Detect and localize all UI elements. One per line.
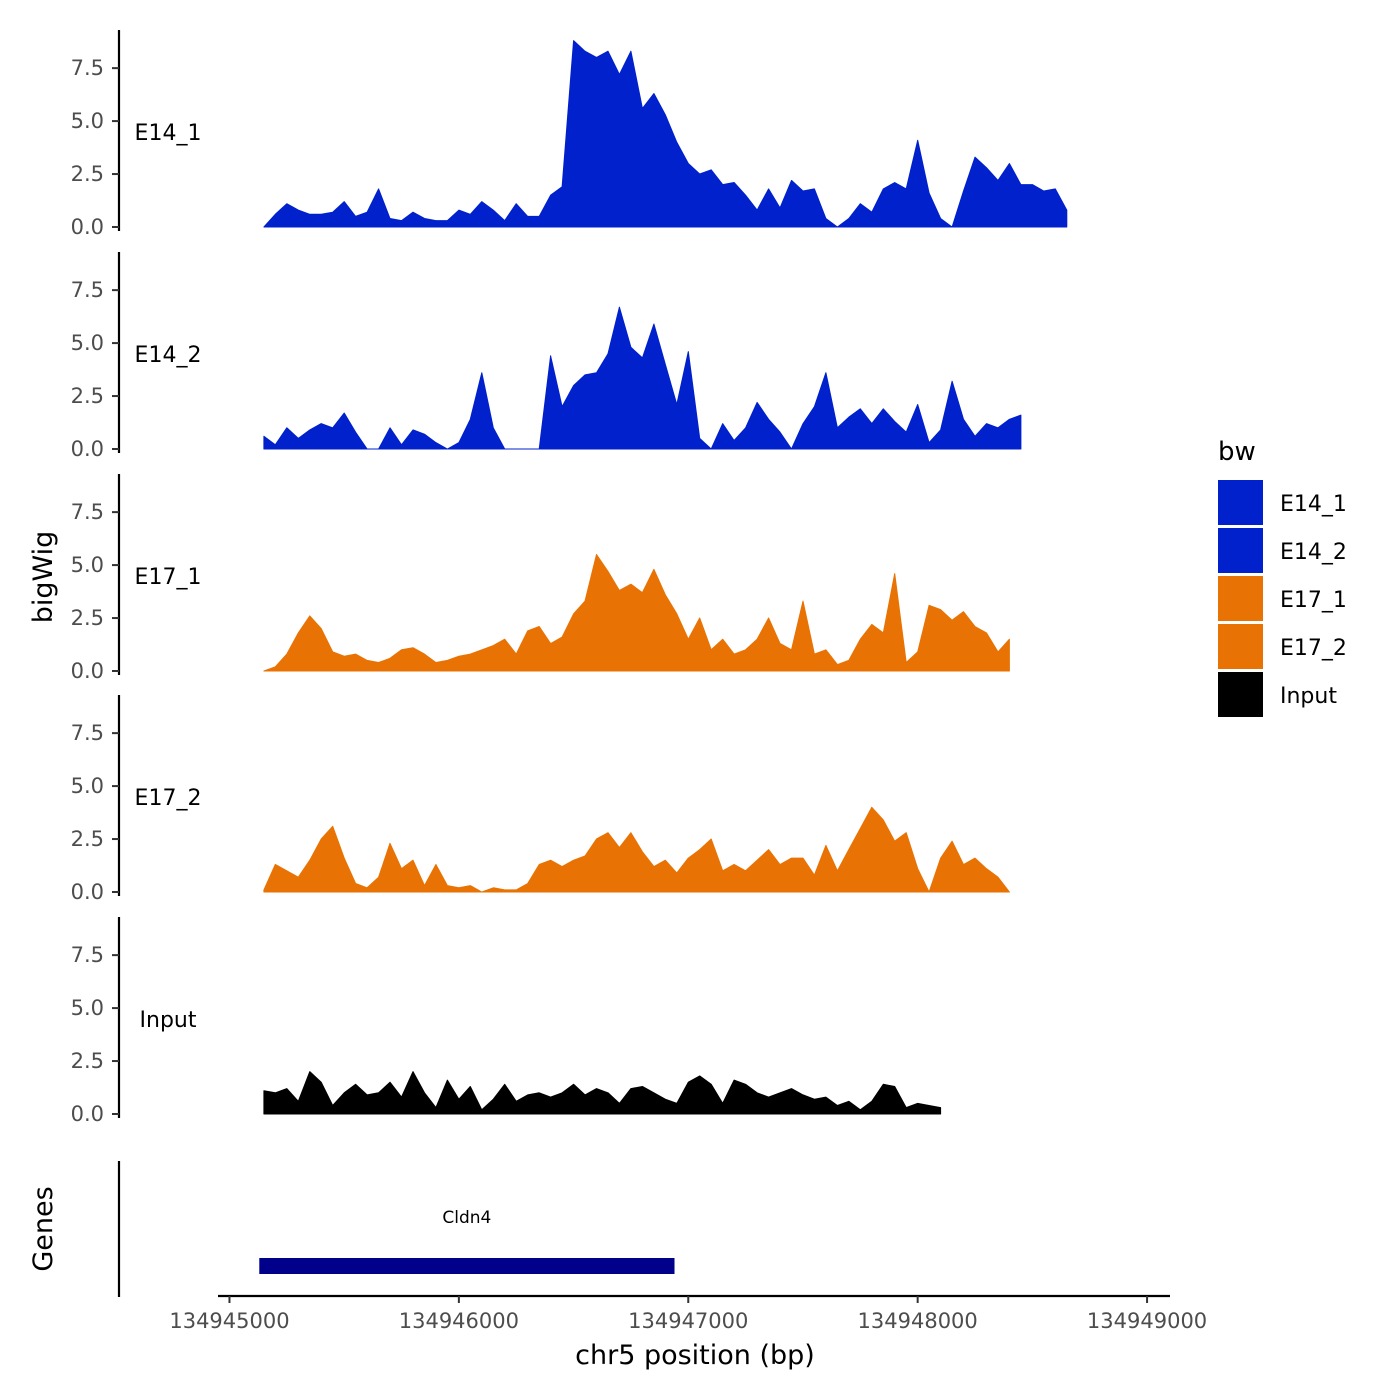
track-label: E14_1 (135, 121, 202, 146)
y-tick-label: 2.5 (71, 827, 104, 851)
tracks: 0.0 2.5 5.0 7.5 E14_1 0.0 2.5 5.0 7.5 E14_2 0.0 2.5… (71, 30, 1068, 1126)
legend-label: E17_2 (1280, 636, 1347, 661)
y-tick-label: 7.5 (71, 721, 104, 745)
x-tick-label: 134948000 (858, 1309, 978, 1333)
series-area-Input (263, 1071, 942, 1115)
y-tick-label: 7.5 (71, 278, 104, 302)
y-axis-title: bigWig (28, 531, 59, 624)
legend-label: E17_1 (1280, 588, 1347, 613)
track-label: E17_1 (135, 565, 202, 590)
x-tick-label: 134945000 (169, 1309, 289, 1333)
legend: bw E14_1 E14_2 E17_1 E17_2 Input (1218, 437, 1347, 717)
y-tick-label: 5.0 (71, 774, 104, 798)
legend-swatch-E14_1 (1218, 480, 1263, 525)
y-tick-label: 0.0 (71, 215, 104, 239)
series-area-E14_1 (263, 40, 1068, 228)
x-axis-title: chr5 position (bp) (575, 1340, 815, 1371)
series-area-E17_1 (263, 554, 1010, 672)
y-tick-label: 0.0 (71, 659, 104, 683)
legend-swatch-Input (1218, 672, 1263, 717)
x-tick-label: 134949000 (1087, 1309, 1207, 1333)
legend-swatch-E14_2 (1218, 528, 1263, 573)
track-Input: 0.0 2.5 5.0 7.5 Input (71, 917, 942, 1126)
y-tick-label: 5.0 (71, 331, 104, 355)
y-tick-label: 0.0 (71, 880, 104, 904)
y-tick-label: 2.5 (71, 384, 104, 408)
x-tick-label: 134947000 (628, 1309, 748, 1333)
x-axis: 134945000 134946000 134947000 134948000 1349… (169, 1294, 1207, 1333)
track-E14_1: 0.0 2.5 5.0 7.5 E14_1 (71, 30, 1068, 239)
legend-label: E14_2 (1280, 540, 1347, 565)
x-tick-label: 134946000 (399, 1309, 519, 1333)
y-tick-label: 7.5 (71, 56, 104, 80)
y-tick-label: 0.0 (71, 1102, 104, 1126)
gene-marks: Cldn4 (259, 1208, 675, 1274)
y-tick-label: 2.5 (71, 162, 104, 186)
track-label: Input (140, 1008, 197, 1033)
track-label: E17_2 (135, 786, 202, 811)
y-tick-label: 5.0 (71, 553, 104, 577)
genes-panel: Cldn4 (117, 1161, 675, 1297)
legend-swatch-E17_2 (1218, 624, 1263, 669)
series-area-E14_2 (263, 306, 1022, 450)
legend-label: E14_1 (1280, 492, 1347, 517)
series-area-E17_2 (263, 806, 1010, 893)
track-E14_2: 0.0 2.5 5.0 7.5 E14_2 (71, 252, 1022, 461)
track-E17_2: 0.0 2.5 5.0 7.5 E17_2 (71, 695, 1010, 904)
track-E17_1: 0.0 2.5 5.0 7.5 E17_1 (71, 474, 1010, 683)
y-tick-label: 5.0 (71, 996, 104, 1020)
legend-label: Input (1280, 684, 1337, 709)
y-tick-label: 7.5 (71, 500, 104, 524)
legend-title: bw (1218, 437, 1256, 467)
gene-bar-Cldn4 (259, 1258, 675, 1274)
y-tick-label: 0.0 (71, 437, 104, 461)
genes-axis-title: Genes (28, 1186, 59, 1271)
y-tick-label: 5.0 (71, 109, 104, 133)
y-tick-label: 2.5 (71, 606, 104, 630)
gene-label: Cldn4 (442, 1208, 491, 1228)
legend-swatch-E17_1 (1218, 576, 1263, 621)
y-tick-label: 7.5 (71, 943, 104, 967)
y-tick-label: 2.5 (71, 1049, 104, 1073)
track-label: E14_2 (135, 343, 202, 368)
